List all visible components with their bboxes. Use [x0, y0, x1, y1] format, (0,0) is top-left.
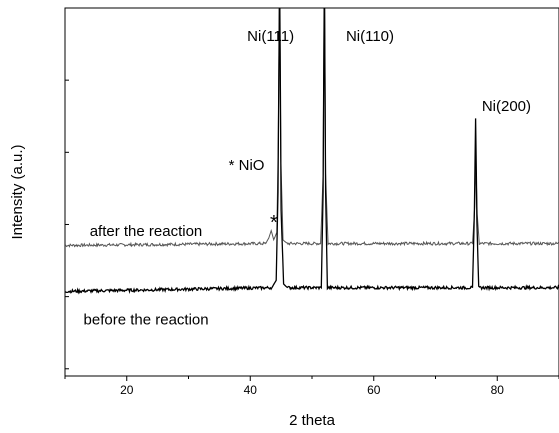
annotation-label: Ni(200): [482, 98, 531, 115]
series-group: [65, 8, 559, 295]
annotation-label: before the reaction: [84, 311, 209, 328]
axis-ticks: 20 40 60 80: [64, 79, 559, 397]
x-tick-label: 80: [491, 383, 505, 397]
x-axis-label: 2 theta: [289, 412, 336, 429]
annotation-label: after the reaction: [90, 223, 203, 240]
annotation-label: * NiO: [229, 157, 265, 174]
annotations-group: Ni(111) Ni(110) Ni(200) * NiO * after the rea…: [84, 28, 531, 328]
x-tick-label: 60: [367, 383, 381, 397]
annotation-label: Ni(111): [247, 28, 294, 45]
annotation-label: Ni(110): [346, 28, 394, 45]
x-tick-label: 20: [120, 383, 134, 397]
y-axis-label: Intensity (a.u.): [9, 144, 26, 239]
series-line: [65, 8, 559, 248]
annotation-label: *: [270, 212, 278, 234]
x-tick-label: 40: [244, 383, 258, 397]
series-line: [65, 8, 559, 295]
